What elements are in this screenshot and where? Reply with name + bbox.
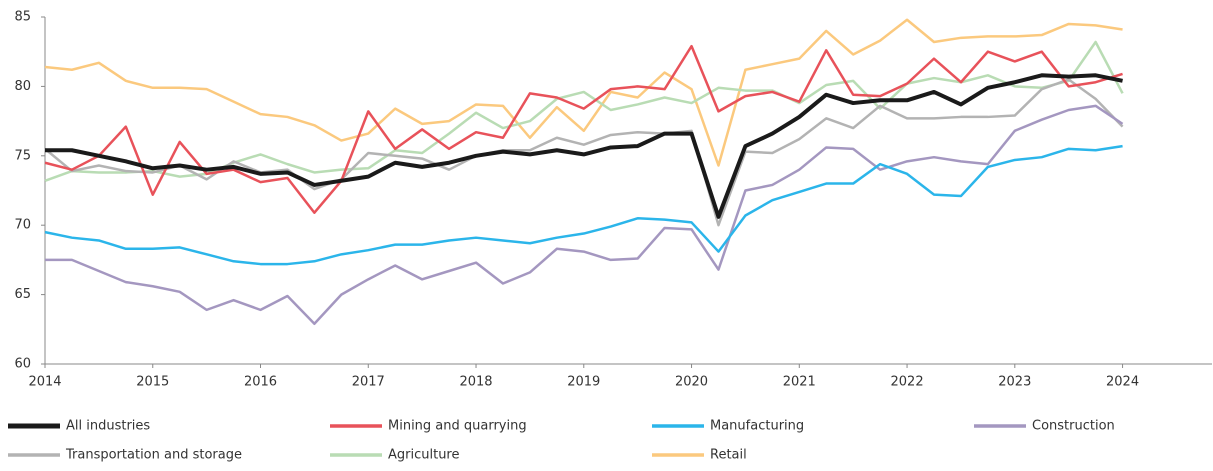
x-tick-label: 2020 bbox=[675, 375, 708, 390]
line-series bbox=[44, 78, 1124, 227]
line-series bbox=[45, 104, 1124, 325]
y-tick-label: 60 bbox=[14, 357, 31, 372]
x-tick-label: 2022 bbox=[891, 375, 924, 390]
x-tick-label: 2015 bbox=[136, 375, 169, 390]
legend-label: Manufacturing bbox=[710, 419, 804, 434]
line-series bbox=[44, 144, 1123, 266]
x-tick-label: 2016 bbox=[244, 375, 277, 390]
line-series bbox=[44, 18, 1123, 167]
line-series bbox=[45, 73, 1123, 219]
x-tick-label: 2019 bbox=[567, 375, 600, 390]
y-tick-label: 70 bbox=[14, 218, 31, 233]
x-tick-label: 2021 bbox=[783, 375, 816, 390]
y-tick-label: 80 bbox=[14, 79, 31, 94]
legend-label: Retail bbox=[710, 448, 747, 463]
x-tick-label: 2014 bbox=[28, 375, 61, 390]
x-tick-label: 2023 bbox=[998, 375, 1031, 390]
legend-label: Transportation and storage bbox=[65, 448, 242, 463]
x-tick-label: 2017 bbox=[352, 375, 385, 390]
legend-label: All industries bbox=[66, 419, 150, 434]
legend-label: Mining and quarrying bbox=[388, 419, 527, 434]
y-tick-label: 85 bbox=[14, 10, 31, 25]
legend-label: Agriculture bbox=[388, 448, 460, 463]
x-tick-label: 2024 bbox=[1106, 375, 1139, 390]
y-tick-label: 75 bbox=[14, 148, 31, 163]
x-tick-label: 2018 bbox=[459, 375, 492, 390]
y-tick-label: 65 bbox=[14, 287, 31, 302]
line-series bbox=[44, 44, 1123, 214]
legend-label: Construction bbox=[1032, 419, 1115, 434]
line-series bbox=[44, 40, 1124, 182]
